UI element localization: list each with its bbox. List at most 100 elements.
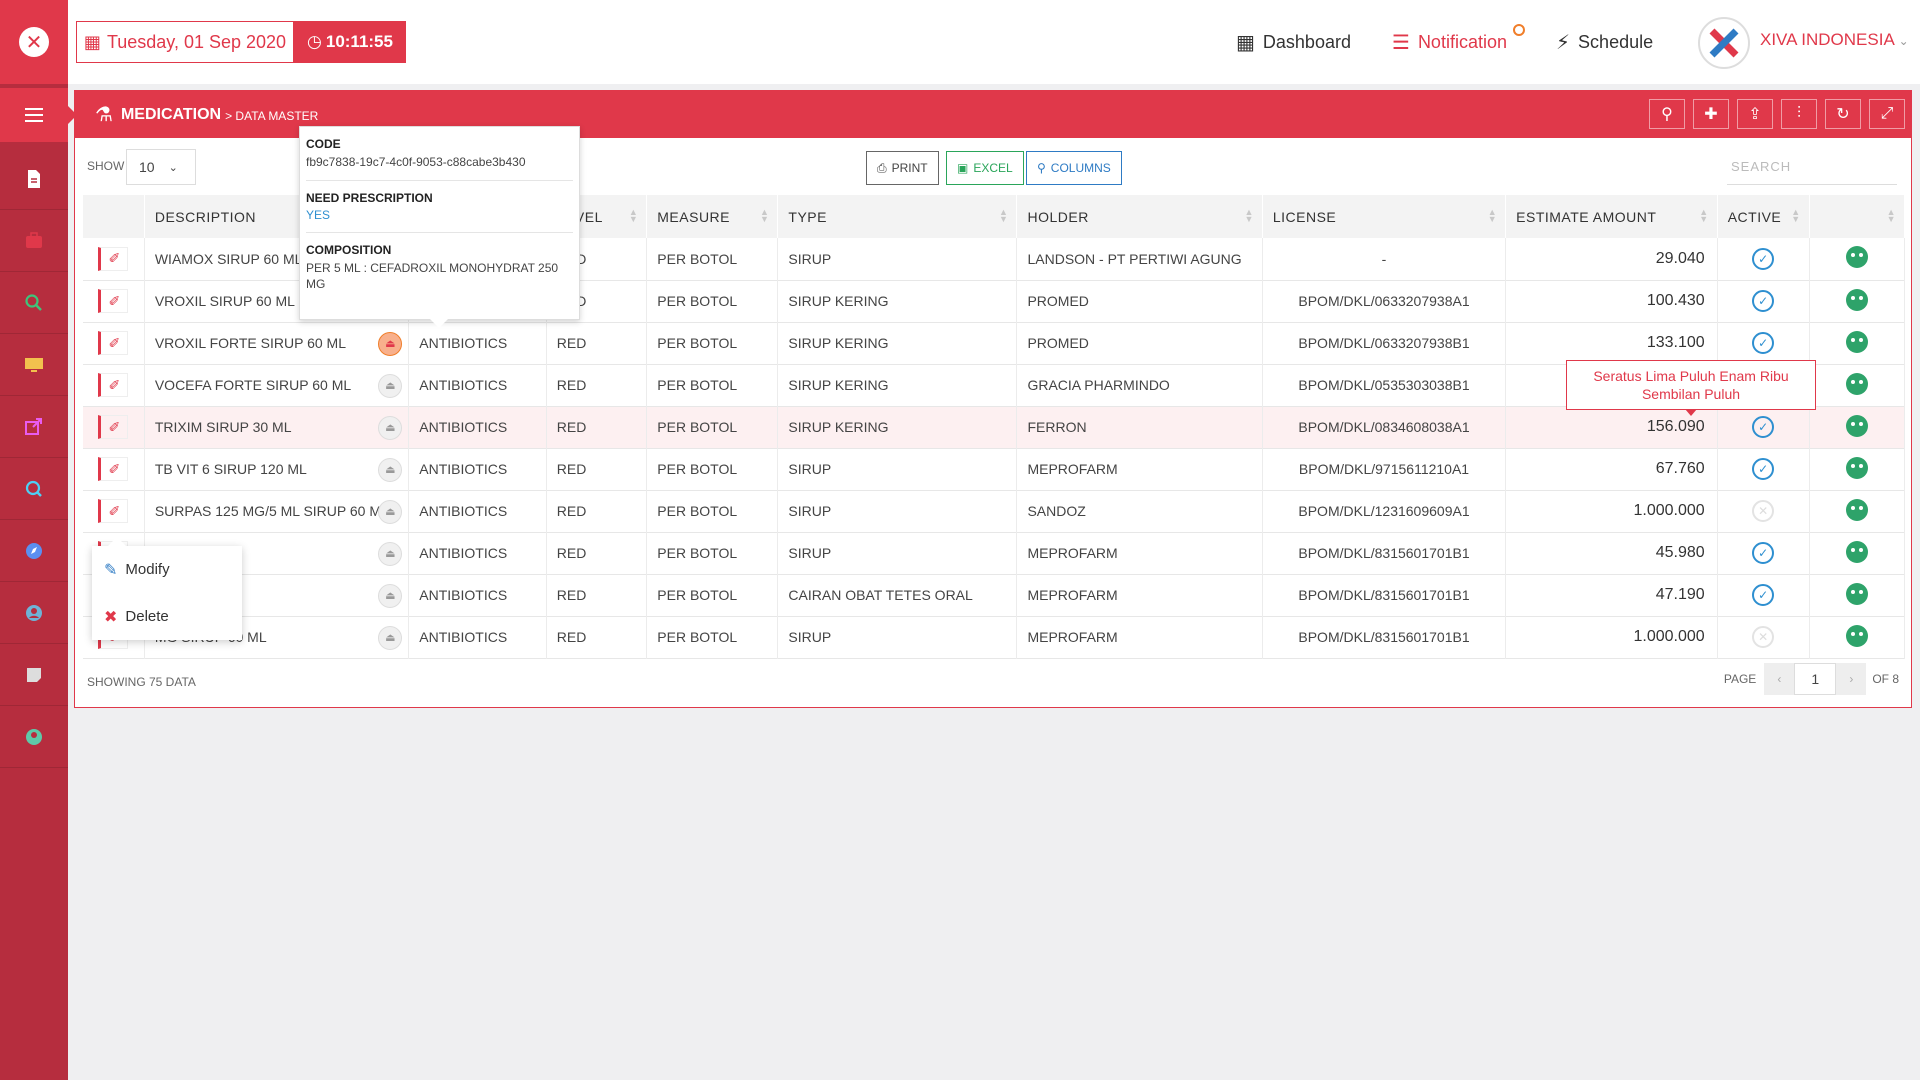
time-display: ◷ 10:11:55 [294,21,406,63]
chevron-left-icon: ‹ [1777,672,1782,686]
sort-icon: ▲ ▼ [999,207,1009,224]
row-actions-button[interactable]: ✐ [98,331,129,355]
prev-page-button[interactable]: ‹ [1764,663,1795,695]
app-logo[interactable]: ✕ [0,0,68,84]
filter-button[interactable]: ⫶ [1781,99,1817,129]
robot-icon[interactable] [1845,540,1868,563]
prescription-value: YES [306,208,331,222]
eject-icon[interactable]: ⏏ [378,541,403,566]
avatar[interactable] [1698,17,1750,69]
robot-icon[interactable] [1845,498,1868,521]
delete-menu-item[interactable]: ✖ Delete [92,593,242,640]
row-actions-button[interactable]: ✐ [98,499,129,523]
amount-cell: 1.000.000 [1505,490,1718,532]
user-menu[interactable]: XIVA INDONESIA ⌄ [1760,30,1909,50]
measure-cell: PER BOTOL [646,448,779,490]
fullscreen-button[interactable]: ⤢ [1869,99,1905,129]
row-actions-button[interactable]: ✐ [98,373,129,397]
search-input[interactable] [1727,149,1897,185]
column-header-active[interactable]: ACTIVE ▲ ▼ [1717,195,1810,238]
robot-icon[interactable] [1845,624,1868,647]
next-page-button[interactable]: › [1836,663,1867,695]
robot-cell [1809,616,1906,658]
column-header-type[interactable]: TYPE ▲ ▼ [777,195,1018,238]
divider [306,232,573,233]
robot-icon[interactable] [1845,246,1868,269]
robot-icon[interactable] [1845,372,1868,395]
eject-icon[interactable]: ⏏ [378,457,403,482]
table-row[interactable]: ✐ TB VIT 6 SIRUP 120 ML ⏏ ANTIBIOTICS RED PER… [83,448,1906,490]
robot-icon[interactable] [1845,288,1868,311]
row-actions-button[interactable]: ✐ [98,246,129,271]
column-header-holder[interactable]: HOLDER ▲ ▼ [1016,195,1263,238]
columns-button[interactable]: ⚲ COLUMNS [1026,151,1122,185]
sidebar-item-documents[interactable] [0,148,68,210]
row-actions-button[interactable]: ✐ [98,289,129,313]
amount-cell: 156.090 [1505,406,1718,448]
level-cell: RED [546,364,648,406]
add-button[interactable]: ✚ [1693,99,1729,129]
robot-icon[interactable] [1845,456,1868,479]
eject-icon[interactable]: ⏏ [378,583,403,608]
check-circle-icon[interactable]: ✓ [1752,290,1775,312]
measure-cell: PER BOTOL [646,616,779,658]
sidebar-item-refresh[interactable] [0,458,68,520]
print-button[interactable]: ⎙ PRINT [866,151,939,185]
excel-button[interactable]: ▣ EXCEL [946,151,1024,185]
check-circle-icon[interactable]: ✓ [1752,458,1775,480]
page-input[interactable]: 1 [1794,663,1837,695]
check-circle-icon[interactable]: ✓ [1752,332,1775,354]
nav-dashboard[interactable]: ▦ Dashboard [1236,30,1351,55]
sidebar-item-medical[interactable] [0,210,68,272]
robot-icon[interactable] [1845,330,1868,353]
table-row[interactable]: ✐ VROXIL FORTE SIRUP 60 ML ⏏ ANTIBIOTICS RED… [83,322,1906,364]
wrench-icon: ✐ [108,502,121,519]
eject-icon[interactable]: ⏏ [378,625,403,650]
printer-icon: ⎙ [877,160,887,175]
sidebar-item-compass[interactable] [0,520,68,582]
eject-icon[interactable]: ⏏ [378,331,403,356]
level-cell: RED [546,574,648,616]
table-row[interactable]: ✐ TRIXIM SIRUP 30 ML ⏏ ANTIBIOTICS RED PER BO… [83,406,1906,448]
sidebar-item-external[interactable] [0,396,68,458]
column-header-estimate-amount[interactable]: ESTIMATE AMOUNT ▲ ▼ [1505,195,1718,238]
column-header-license[interactable]: LICENSE ▲ ▼ [1262,195,1507,238]
column-header-measure[interactable]: MEASURE ▲ ▼ [646,195,779,238]
sidebar-item-notes[interactable] [0,644,68,706]
column-header-action[interactable]: ▲ ▼ [1809,195,1906,238]
x-circle-icon[interactable]: ✕ [1752,500,1775,522]
nav-schedule[interactable]: ⚡ Schedule [1556,30,1653,55]
check-circle-icon[interactable]: ✓ [1752,247,1775,270]
sidebar-item-user[interactable] [0,582,68,644]
sidebar-item-search[interactable] [0,272,68,334]
medication-name: TRIXIM SIRUP 30 ML [154,419,292,435]
row-actions-button[interactable]: ✐ [98,415,129,439]
robot-cell [1809,280,1906,322]
table-row[interactable]: ✐ SURPAS 125 MG/5 ML SIRUP 60 ML ⏏ ANTIBIOT… [83,490,1906,532]
check-circle-icon[interactable]: ✓ [1752,584,1775,606]
eject-icon[interactable]: ⏏ [378,373,403,398]
sidebar-item-monitor[interactable] [0,334,68,396]
check-circle-icon[interactable]: ✓ [1752,542,1775,564]
page-size-select[interactable]: 10 ⌄ [126,149,196,185]
robot-icon[interactable] [1845,582,1868,605]
select-column-header[interactable] [83,195,145,238]
row-actions-button[interactable]: ✐ [98,457,129,481]
check-circle-icon[interactable]: ✓ [1752,416,1775,438]
table-row[interactable]: ✐ VOCEFA FORTE SIRUP 60 ML ⏏ ANTIBIOTICS RED… [83,364,1906,406]
search-tool-button[interactable]: ⚲ [1649,99,1685,129]
modify-menu-item[interactable]: ✎ Modify [92,546,242,593]
nav-notification[interactable]: ☰ Notification [1392,24,1525,55]
eject-icon[interactable]: ⏏ [378,499,403,524]
upload-button[interactable]: ⇪ [1737,99,1773,129]
x-circle-icon[interactable]: ✕ [1752,626,1775,648]
eject-icon[interactable]: ⏏ [378,415,403,440]
robot-icon[interactable] [1845,414,1868,437]
refresh-button[interactable]: ↻ [1825,99,1861,129]
menu-toggle-button[interactable] [0,88,77,142]
sidebar-item-account[interactable] [0,706,68,768]
modify-label: Modify [125,561,170,578]
